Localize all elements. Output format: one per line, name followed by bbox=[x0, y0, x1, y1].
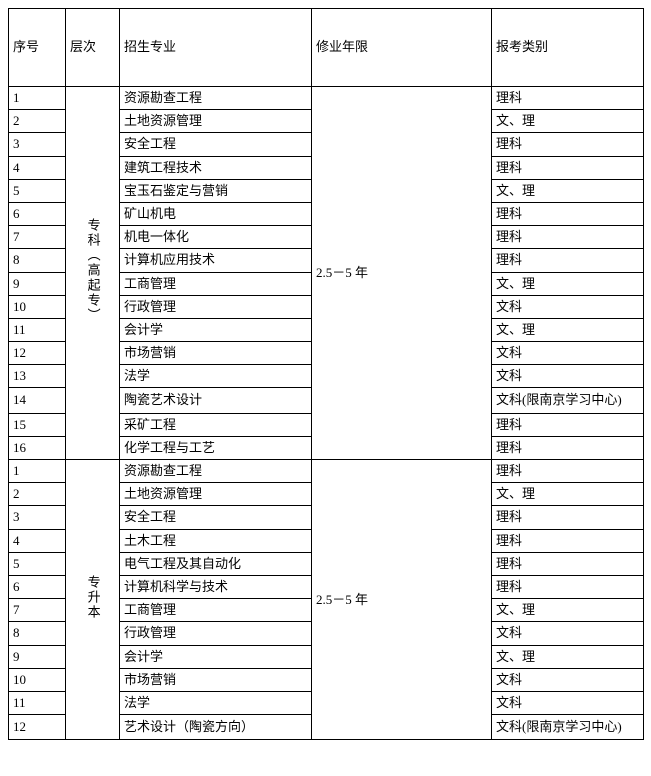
major-cell: 工商管理 bbox=[120, 272, 312, 295]
category-cell: 文科(限南京学习中心) bbox=[492, 715, 644, 740]
table-row: 1专升本资源勘查工程2.5－5 年理科 bbox=[9, 460, 644, 483]
category-cell: 文科 bbox=[492, 342, 644, 365]
major-cell: 法学 bbox=[120, 691, 312, 714]
table-row: 1专科（高起专）资源勘查工程2.5－5 年理科 bbox=[9, 87, 644, 110]
category-cell: 文、理 bbox=[492, 483, 644, 506]
duration-cell: 2.5－5 年 bbox=[312, 87, 492, 460]
category-cell: 理科 bbox=[492, 249, 644, 272]
header-category: 报考类别 bbox=[492, 9, 644, 87]
major-cell: 土地资源管理 bbox=[120, 483, 312, 506]
row-num: 2 bbox=[9, 483, 66, 506]
category-cell: 理科 bbox=[492, 202, 644, 225]
major-cell: 会计学 bbox=[120, 318, 312, 341]
level-cell: 专科（高起专） bbox=[66, 87, 120, 460]
major-cell: 资源勘查工程 bbox=[120, 87, 312, 110]
category-cell: 理科 bbox=[492, 460, 644, 483]
row-num: 12 bbox=[9, 715, 66, 740]
major-cell: 资源勘查工程 bbox=[120, 460, 312, 483]
major-cell: 陶瓷艺术设计 bbox=[120, 388, 312, 413]
major-cell: 采矿工程 bbox=[120, 413, 312, 436]
row-num: 12 bbox=[9, 342, 66, 365]
major-cell: 计算机科学与技术 bbox=[120, 575, 312, 598]
major-cell: 电气工程及其自动化 bbox=[120, 552, 312, 575]
major-cell: 安全工程 bbox=[120, 133, 312, 156]
level-cell: 专升本 bbox=[66, 460, 120, 740]
row-num: 11 bbox=[9, 691, 66, 714]
category-cell: 文科 bbox=[492, 365, 644, 388]
enrollment-table: 序号层次招生专业修业年限报考类别1专科（高起专）资源勘查工程2.5－5 年理科2… bbox=[8, 8, 644, 740]
row-num: 3 bbox=[9, 506, 66, 529]
category-cell: 理科 bbox=[492, 575, 644, 598]
row-num: 4 bbox=[9, 529, 66, 552]
row-num: 3 bbox=[9, 133, 66, 156]
row-num: 1 bbox=[9, 87, 66, 110]
category-cell: 理科 bbox=[492, 529, 644, 552]
category-cell: 文、理 bbox=[492, 179, 644, 202]
major-cell: 计算机应用技术 bbox=[120, 249, 312, 272]
row-num: 7 bbox=[9, 226, 66, 249]
category-cell: 文科 bbox=[492, 295, 644, 318]
category-cell: 理科 bbox=[492, 133, 644, 156]
row-num: 7 bbox=[9, 599, 66, 622]
category-cell: 文、理 bbox=[492, 110, 644, 133]
row-num: 15 bbox=[9, 413, 66, 436]
row-num: 2 bbox=[9, 110, 66, 133]
row-num: 10 bbox=[9, 668, 66, 691]
row-num: 10 bbox=[9, 295, 66, 318]
major-cell: 建筑工程技术 bbox=[120, 156, 312, 179]
major-cell: 土地资源管理 bbox=[120, 110, 312, 133]
row-num: 9 bbox=[9, 645, 66, 668]
major-cell: 行政管理 bbox=[120, 622, 312, 645]
category-cell: 文、理 bbox=[492, 318, 644, 341]
category-cell: 文、理 bbox=[492, 599, 644, 622]
table-header-row: 序号层次招生专业修业年限报考类别 bbox=[9, 9, 644, 87]
row-num: 13 bbox=[9, 365, 66, 388]
category-cell: 文、理 bbox=[492, 645, 644, 668]
category-cell: 理科 bbox=[492, 436, 644, 459]
major-cell: 宝玉石鉴定与营销 bbox=[120, 179, 312, 202]
major-cell: 矿山机电 bbox=[120, 202, 312, 225]
major-cell: 市场营销 bbox=[120, 342, 312, 365]
major-cell: 安全工程 bbox=[120, 506, 312, 529]
row-num: 1 bbox=[9, 460, 66, 483]
row-num: 6 bbox=[9, 202, 66, 225]
header-major: 招生专业 bbox=[120, 9, 312, 87]
major-cell: 土木工程 bbox=[120, 529, 312, 552]
row-num: 5 bbox=[9, 179, 66, 202]
header-duration: 修业年限 bbox=[312, 9, 492, 87]
major-cell: 法学 bbox=[120, 365, 312, 388]
category-cell: 理科 bbox=[492, 156, 644, 179]
header-level: 层次 bbox=[66, 9, 120, 87]
category-cell: 文科 bbox=[492, 622, 644, 645]
category-cell: 文、理 bbox=[492, 272, 644, 295]
row-num: 4 bbox=[9, 156, 66, 179]
row-num: 11 bbox=[9, 318, 66, 341]
row-num: 16 bbox=[9, 436, 66, 459]
row-num: 5 bbox=[9, 552, 66, 575]
row-num: 8 bbox=[9, 622, 66, 645]
major-cell: 机电一体化 bbox=[120, 226, 312, 249]
major-cell: 化学工程与工艺 bbox=[120, 436, 312, 459]
major-cell: 工商管理 bbox=[120, 599, 312, 622]
category-cell: 文科 bbox=[492, 668, 644, 691]
category-cell: 理科 bbox=[492, 413, 644, 436]
category-cell: 理科 bbox=[492, 552, 644, 575]
major-cell: 艺术设计（陶瓷方向） bbox=[120, 715, 312, 740]
major-cell: 会计学 bbox=[120, 645, 312, 668]
major-cell: 市场营销 bbox=[120, 668, 312, 691]
row-num: 9 bbox=[9, 272, 66, 295]
header-num: 序号 bbox=[9, 9, 66, 87]
category-cell: 理科 bbox=[492, 87, 644, 110]
major-cell: 行政管理 bbox=[120, 295, 312, 318]
category-cell: 理科 bbox=[492, 506, 644, 529]
duration-cell: 2.5－5 年 bbox=[312, 460, 492, 740]
row-num: 6 bbox=[9, 575, 66, 598]
category-cell: 文科 bbox=[492, 691, 644, 714]
category-cell: 理科 bbox=[492, 226, 644, 249]
category-cell: 文科(限南京学习中心) bbox=[492, 388, 644, 413]
row-num: 8 bbox=[9, 249, 66, 272]
row-num: 14 bbox=[9, 388, 66, 413]
